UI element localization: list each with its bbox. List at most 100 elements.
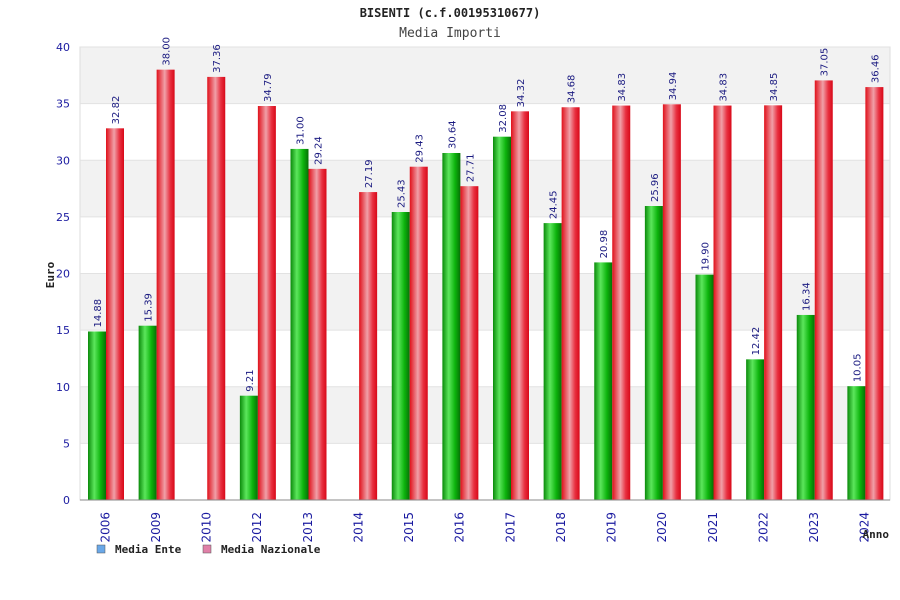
data-label-media-nazionale-2023: 37.05 bbox=[820, 48, 831, 77]
data-label-media-nazionale-2017: 34.32 bbox=[516, 79, 527, 108]
x-tick-label-2015: 2015 bbox=[402, 512, 416, 543]
data-label-media-ente-2024: 10.05 bbox=[852, 354, 863, 383]
bar-media-nazionale-2006 bbox=[106, 128, 124, 500]
x-tick-label-2009: 2009 bbox=[149, 512, 163, 543]
x-tick-label-2024: 2024 bbox=[858, 512, 872, 543]
bar-media-nazionale-2012 bbox=[257, 106, 276, 501]
data-label-media-nazionale-2019: 34.83 bbox=[617, 73, 628, 102]
bar-media-ente-2009 bbox=[138, 325, 157, 500]
x-tick-label-2010: 2010 bbox=[200, 512, 214, 543]
x-tick-label-2020: 2020 bbox=[655, 512, 669, 543]
data-label-media-ente-2013: 31.00 bbox=[296, 116, 307, 145]
bar-media-nazionale-2015 bbox=[409, 166, 428, 500]
data-label-media-nazionale-2018: 34.68 bbox=[567, 75, 578, 104]
bar-media-ente-2023 bbox=[796, 314, 815, 500]
y-tick-label: 25 bbox=[56, 211, 70, 224]
data-label-media-ente-2012: 9.21 bbox=[245, 369, 256, 391]
bar-media-ente-2006 bbox=[88, 331, 106, 500]
data-label-media-ente-2009: 15.39 bbox=[144, 293, 155, 322]
data-label-media-nazionale-2021: 34.83 bbox=[719, 73, 730, 102]
x-tick-label-2012: 2012 bbox=[250, 512, 264, 543]
data-label-media-nazionale-2024: 36.46 bbox=[870, 54, 881, 83]
chart-subtitle: Media Importi bbox=[399, 26, 501, 41]
y-tick-label: 0 bbox=[63, 494, 70, 507]
y-tick-label: 20 bbox=[56, 268, 70, 281]
data-label-media-ente-2023: 16.34 bbox=[802, 282, 813, 311]
data-label-media-ente-2018: 24.45 bbox=[549, 190, 560, 219]
chart-title: BISENTI (c.f.00195310677) bbox=[360, 6, 541, 20]
x-tick-label-2013: 2013 bbox=[301, 512, 315, 543]
x-tick-label-2019: 2019 bbox=[605, 512, 619, 543]
bar-media-nazionale-2013 bbox=[308, 168, 327, 500]
data-label-media-nazionale-2013: 29.24 bbox=[314, 136, 325, 165]
x-tick-label-2017: 2017 bbox=[503, 512, 517, 543]
bar-media-ente-2022 bbox=[746, 359, 765, 500]
bar-media-nazionale-2018 bbox=[561, 107, 580, 501]
bar-media-nazionale-2022 bbox=[764, 105, 783, 500]
data-label-media-nazionale-2010: 37.36 bbox=[212, 44, 223, 73]
bar-media-ente-2018 bbox=[543, 223, 562, 500]
y-axis-ticks: 0 5 10 15 20 25 30 35 40 bbox=[56, 41, 70, 507]
legend-swatch-media-ente bbox=[96, 544, 106, 554]
data-label-media-ente-2006: 14.88 bbox=[93, 299, 104, 328]
data-label-media-nazionale-2009: 38.00 bbox=[162, 37, 173, 66]
bar-media-ente-2012 bbox=[239, 395, 258, 500]
legend-label-media-ente: Media Ente bbox=[115, 543, 182, 556]
bar-media-ente-2013 bbox=[290, 148, 309, 501]
bar-media-ente-2015 bbox=[391, 212, 410, 500]
data-label-media-ente-2016: 30.64 bbox=[447, 120, 458, 149]
x-tick-label-2021: 2021 bbox=[706, 512, 720, 543]
data-label-media-nazionale-2014: 27.19 bbox=[364, 159, 375, 188]
bar-media-nazionale-2020 bbox=[662, 104, 681, 500]
bar-media-nazionale-2016 bbox=[460, 186, 479, 500]
x-tick-label-2016: 2016 bbox=[453, 512, 467, 543]
bars bbox=[88, 69, 884, 501]
data-label-media-nazionale-2020: 34.94 bbox=[668, 72, 679, 101]
data-label-media-nazionale-2012: 34.79 bbox=[263, 73, 274, 102]
data-label-media-ente-2022: 12.42 bbox=[751, 327, 762, 356]
data-label-media-ente-2021: 19.90 bbox=[701, 242, 712, 271]
bar-media-nazionale-2023 bbox=[814, 80, 833, 500]
bar-media-nazionale-2014 bbox=[359, 192, 378, 501]
x-tick-label-2014: 2014 bbox=[351, 512, 365, 543]
y-tick-label: 5 bbox=[63, 437, 70, 450]
x-axis-ticks: 2006 2009 2010 2012 2013 2014 2015 2016 2017 2018… bbox=[98, 512, 871, 543]
bar-media-nazionale-2019 bbox=[612, 105, 631, 501]
legend-label-media-nazionale: Media Nazionale bbox=[221, 543, 321, 556]
y-tick-label: 15 bbox=[56, 324, 70, 337]
x-tick-label-2006: 2006 bbox=[98, 512, 112, 543]
bar-media-nazionale-2009 bbox=[156, 69, 175, 501]
bar-media-nazionale-2017 bbox=[511, 111, 529, 501]
x-tick-label-2018: 2018 bbox=[554, 512, 568, 543]
legend-swatch-media-nazionale bbox=[202, 544, 212, 554]
legend: Media Ente Media Nazionale bbox=[96, 543, 321, 556]
data-label-media-ente-2019: 20.98 bbox=[599, 230, 610, 259]
y-tick-label: 10 bbox=[56, 381, 70, 394]
bar-media-ente-2024 bbox=[847, 386, 866, 500]
bar-media-nazionale-2024 bbox=[865, 87, 884, 500]
data-label-media-ente-2017: 32.08 bbox=[498, 104, 509, 133]
bar-media-nazionale-2010 bbox=[207, 76, 226, 500]
bar-media-ente-2019 bbox=[594, 262, 613, 500]
data-label-media-nazionale-2015: 29.43 bbox=[415, 134, 426, 163]
bar-media-ente-2020 bbox=[644, 206, 663, 501]
y-axis-label: Euro bbox=[44, 261, 57, 288]
bar-media-ente-2021 bbox=[695, 274, 714, 500]
y-tick-label: 40 bbox=[56, 41, 70, 54]
data-labels: 14.88 32.82 15.39 38.00 37.36 9.21 34.79 31.00 2… bbox=[93, 37, 881, 392]
y-tick-label: 30 bbox=[56, 154, 70, 167]
x-tick-label-2022: 2022 bbox=[756, 512, 770, 543]
x-tick-label-2023: 2023 bbox=[807, 512, 821, 543]
bar-media-nazionale-2021 bbox=[713, 105, 732, 501]
data-label-media-ente-2015: 25.43 bbox=[397, 179, 408, 208]
bar-media-ente-2017 bbox=[493, 136, 511, 500]
y-tick-label: 35 bbox=[56, 98, 70, 111]
data-label-media-nazionale-2022: 34.85 bbox=[769, 73, 780, 102]
data-label-media-ente-2020: 25.96 bbox=[650, 173, 661, 202]
data-label-media-nazionale-2006: 32.82 bbox=[111, 96, 122, 125]
data-label-media-nazionale-2016: 27.71 bbox=[465, 154, 476, 183]
bar-media-ente-2016 bbox=[442, 153, 461, 500]
x-axis-label: Anno bbox=[863, 528, 890, 541]
